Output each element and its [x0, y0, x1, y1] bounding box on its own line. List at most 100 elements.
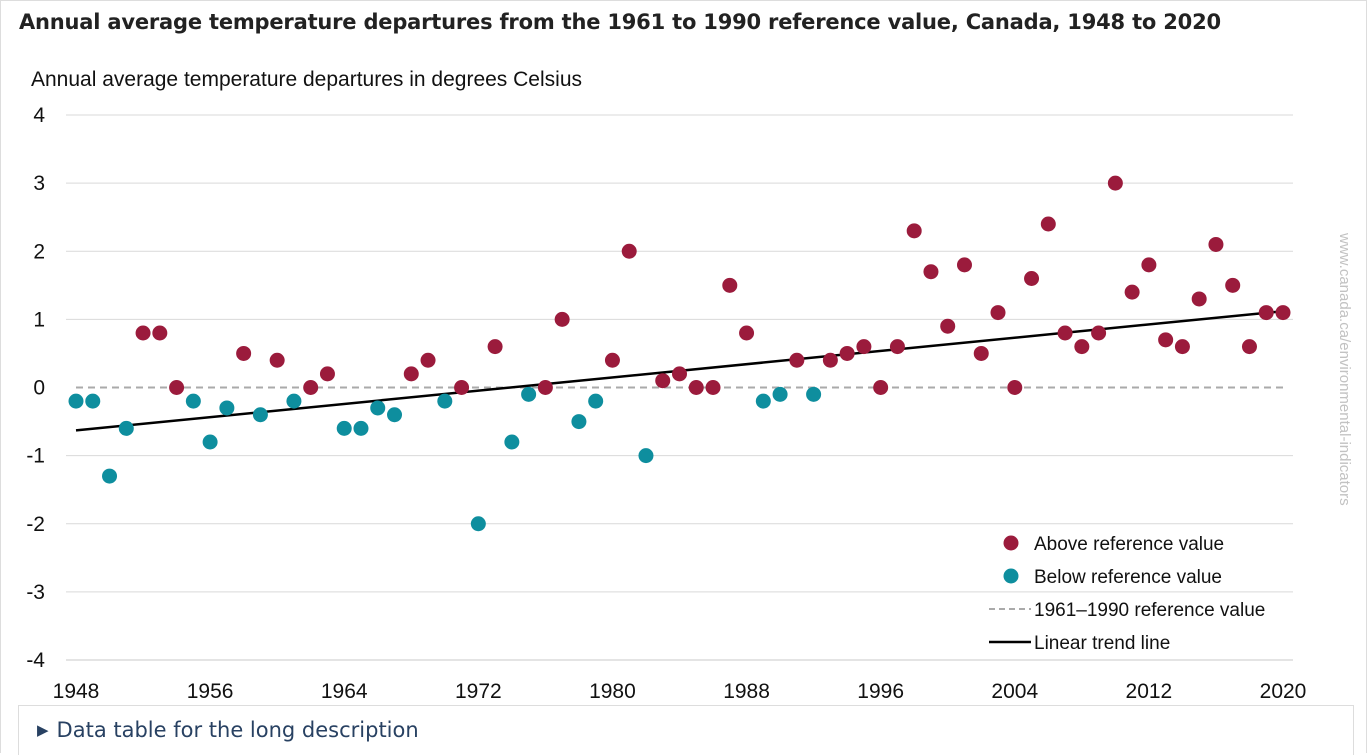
x-tick-label: 1964: [321, 680, 368, 703]
legend-label: Linear trend line: [1034, 633, 1170, 654]
above-reference-point: [990, 305, 1006, 321]
y-tick-label: -1: [26, 445, 45, 468]
above-reference-point: [1208, 236, 1224, 252]
above-reference-point: [789, 352, 805, 368]
below-reference-point: [219, 400, 235, 416]
above-reference-point: [1241, 339, 1257, 355]
below-reference-point: [286, 393, 302, 409]
y-tick-label: 2: [33, 240, 45, 263]
data-table-details[interactable]: ▶ Data table for the long description: [18, 705, 1354, 755]
above-reference-point: [1007, 380, 1023, 395]
data-table-toggle-label: Data table for the long description: [56, 718, 419, 742]
below-reference-point: [68, 393, 84, 409]
y-tick-label: -2: [26, 513, 45, 536]
above-reference-point: [403, 366, 419, 382]
above-reference-point: [1141, 257, 1157, 273]
above-reference-point: [1057, 325, 1073, 341]
above-reference-point: [1275, 305, 1291, 321]
above-reference-point: [856, 339, 872, 355]
above-reference-point: [873, 380, 889, 395]
above-reference-point: [1124, 284, 1140, 300]
above-reference-point: [1107, 175, 1123, 191]
above-reference-point: [1191, 291, 1207, 307]
below-reference-point: [772, 386, 788, 402]
below-reference-point: [370, 400, 386, 416]
below-reference-point: [202, 434, 218, 450]
above-reference-point: [956, 257, 972, 273]
below-reference-point: [638, 448, 654, 464]
above-reference-point: [604, 352, 620, 368]
page-title: Annual average temperature departures fr…: [19, 10, 1221, 34]
above-reference-point: [705, 380, 721, 395]
above-reference-point: [940, 318, 956, 334]
above-reference-point: [1158, 332, 1174, 348]
y-tick-label: -3: [26, 581, 45, 604]
y-tick-label: -4: [26, 649, 45, 672]
below-reference-point: [571, 414, 587, 430]
above-reference-point: [1074, 339, 1090, 355]
source-watermark: www.canada.ca/environmental-indicators: [1336, 232, 1353, 506]
above-reference-point: [739, 325, 755, 341]
legend-label: Above reference value: [1034, 534, 1224, 555]
caret-right-icon: ▶: [37, 721, 49, 739]
legend-marker-dot: [1003, 568, 1019, 584]
above-reference-point: [537, 380, 553, 395]
above-reference-point: [822, 352, 838, 368]
above-reference-point: [1258, 305, 1274, 321]
above-reference-point: [672, 366, 687, 382]
x-tick-label: 1956: [187, 680, 234, 703]
above-reference-point: [923, 264, 939, 280]
y-tick-label: 0: [33, 377, 45, 400]
below-reference-point: [102, 468, 118, 484]
above-reference-point: [655, 373, 671, 389]
above-reference-point: [906, 223, 922, 239]
below-reference-point: [185, 393, 201, 409]
above-reference-point: [152, 325, 168, 341]
legend-label: Below reference value: [1034, 567, 1222, 588]
x-tick-label: 2020: [1260, 680, 1307, 703]
above-reference-point: [1174, 339, 1190, 355]
above-reference-point: [1091, 325, 1107, 341]
above-reference-point: [839, 345, 855, 361]
below-reference-point: [755, 393, 771, 409]
above-reference-point: [688, 380, 704, 395]
above-reference-point: [135, 325, 151, 341]
above-reference-point: [621, 243, 637, 259]
above-reference-point: [169, 380, 185, 395]
x-tick-label: 1988: [723, 680, 770, 703]
above-reference-point: [420, 352, 436, 368]
above-reference-point: [1225, 277, 1241, 293]
below-reference-point: [118, 420, 134, 436]
y-tick-label: 4: [33, 104, 45, 127]
below-reference-point: [521, 386, 537, 402]
below-reference-point: [437, 393, 453, 409]
above-reference-point: [554, 311, 570, 327]
x-tick-label: 1972: [455, 680, 502, 703]
above-reference-point: [487, 339, 503, 355]
below-reference-point: [336, 420, 352, 436]
above-reference-point: [236, 345, 252, 361]
above-reference-point: [889, 339, 905, 355]
above-reference-point: [722, 277, 738, 293]
above-reference-point: [303, 380, 319, 395]
y-tick-label: 1: [33, 308, 45, 331]
x-tick-label: 2012: [1126, 680, 1173, 703]
data-table-toggle[interactable]: ▶ Data table for the long description: [37, 718, 419, 742]
above-reference-point: [269, 352, 285, 368]
below-reference-point: [806, 386, 822, 402]
above-reference-point: [319, 366, 335, 382]
above-reference-point: [454, 380, 470, 395]
below-reference-point: [504, 434, 520, 450]
x-tick-label: 1980: [589, 680, 636, 703]
y-axis-label: Annual average temperature departures in…: [31, 68, 582, 91]
x-tick-label: 1996: [857, 680, 904, 703]
above-reference-point: [1040, 216, 1056, 232]
x-tick-label: 1948: [53, 680, 100, 703]
legend-label: 1961–1990 reference value: [1034, 600, 1265, 621]
above-reference-point: [973, 345, 989, 361]
y-tick-label: 3: [33, 172, 45, 195]
below-reference-point: [470, 516, 486, 532]
below-reference-point: [252, 407, 268, 423]
below-reference-point: [85, 393, 101, 409]
